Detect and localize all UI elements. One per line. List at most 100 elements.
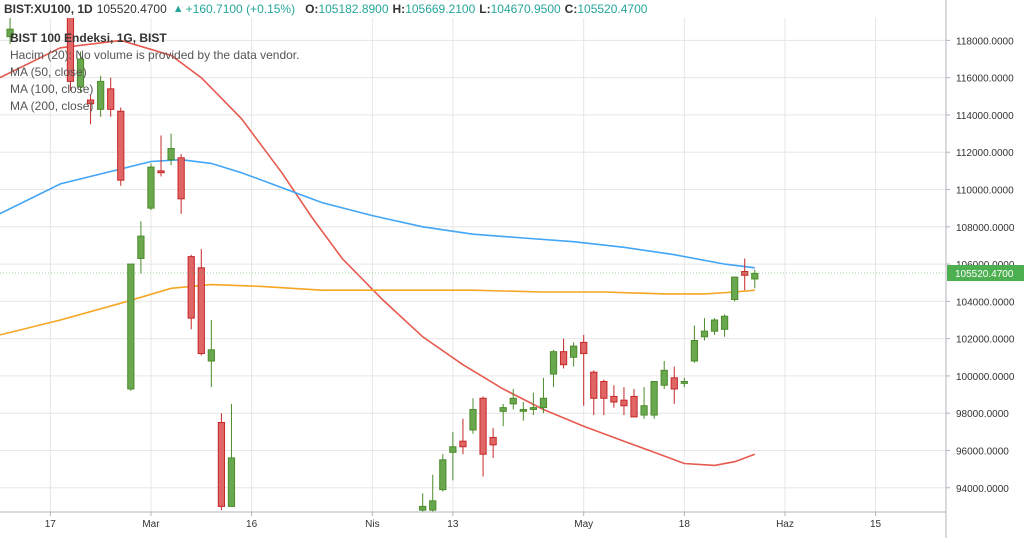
candle-body bbox=[86, 99, 95, 105]
y-tick-label: 110000.0000 bbox=[956, 186, 1014, 197]
candle-body bbox=[97, 80, 105, 110]
candle-body bbox=[539, 397, 548, 409]
candle-body bbox=[429, 500, 437, 511]
candle-body bbox=[519, 408, 527, 412]
candle-body bbox=[741, 271, 749, 276]
y-tick-label: 118000.0000 bbox=[956, 36, 1014, 47]
candle-body bbox=[660, 369, 668, 386]
candle-body bbox=[731, 276, 739, 300]
x-tick-label: 18 bbox=[679, 519, 691, 530]
symbol-header: BIST:XU100, 1D 105520.4700 ▲ +160.7100 (… bbox=[4, 1, 647, 17]
ma-series-line-2 bbox=[0, 158, 755, 269]
candle-body bbox=[6, 28, 14, 38]
symbol-title: BIST:XU100, 1D bbox=[4, 2, 93, 16]
candle-body bbox=[187, 256, 195, 319]
candle-body bbox=[620, 399, 628, 407]
candle-body bbox=[117, 110, 125, 181]
legend-ma200[interactable]: MA (200, close) bbox=[10, 99, 94, 113]
close-value: 105520.4700 bbox=[577, 2, 648, 16]
price-change: +160.7100 (+0.15%) bbox=[185, 2, 296, 16]
candle-body bbox=[107, 88, 115, 110]
candle-body bbox=[680, 381, 688, 384]
candle-body bbox=[549, 351, 558, 375]
y-tick-label: 100000.0000 bbox=[956, 372, 1015, 383]
candle-body bbox=[529, 407, 538, 410]
candle-body bbox=[439, 459, 447, 491]
candle-body bbox=[751, 272, 759, 280]
ma-series-line-1 bbox=[0, 39, 756, 467]
candles bbox=[6, 18, 759, 512]
candle-body bbox=[127, 263, 135, 390]
x-tick-label: May bbox=[574, 519, 593, 530]
candle-body bbox=[137, 235, 145, 259]
y-tick-label: 104000.0000 bbox=[956, 297, 1015, 308]
y-tick-label: 112000.0000 bbox=[956, 148, 1014, 159]
candle-body bbox=[690, 339, 699, 362]
x-tick-label: 13 bbox=[447, 519, 459, 530]
x-tick-label: 16 bbox=[246, 519, 258, 530]
x-tick-label: 17 bbox=[45, 519, 57, 530]
legend-series-title[interactable]: BIST 100 Endeksi, 1G, BIST bbox=[10, 31, 167, 45]
up-arrow-icon: ▲ bbox=[172, 3, 184, 15]
candle-body bbox=[227, 457, 236, 507]
candle-body bbox=[489, 436, 497, 446]
last-price-tag-label: 105520.4700 bbox=[955, 269, 1014, 280]
indicator-legend: BIST 100 Endeksi, 1G, BIST Hacim (20): N… bbox=[10, 30, 299, 115]
candle-body bbox=[580, 341, 588, 355]
candle-body bbox=[459, 440, 467, 448]
high-label: H: bbox=[392, 2, 406, 16]
y-tick-label: 114000.0000 bbox=[956, 111, 1014, 122]
ma-series-line-3 bbox=[0, 283, 755, 336]
x-tick-label: 15 bbox=[870, 519, 882, 530]
last-price: 105520.4700 bbox=[96, 2, 167, 16]
y-tick-label: 116000.0000 bbox=[956, 74, 1014, 85]
low-value: 104670.9500 bbox=[490, 2, 561, 16]
y-tick-label: 108000.0000 bbox=[956, 223, 1015, 234]
grid bbox=[0, 18, 946, 512]
y-tick-label: 96000.0000 bbox=[956, 446, 1009, 457]
candle-body bbox=[197, 267, 205, 355]
x-tick-label: Haz bbox=[776, 519, 794, 530]
candle-body bbox=[559, 351, 568, 366]
candle-body bbox=[590, 371, 598, 399]
moving-averages bbox=[0, 39, 756, 467]
candle-body bbox=[449, 446, 457, 453]
candle-body bbox=[157, 170, 165, 174]
candle-body bbox=[76, 58, 85, 88]
candle-body bbox=[710, 319, 719, 332]
candle-body bbox=[650, 381, 658, 416]
last-price-tag bbox=[947, 265, 1024, 282]
candle-body bbox=[499, 407, 507, 412]
candle-body bbox=[600, 381, 608, 399]
candle-body bbox=[630, 395, 638, 418]
x-tick-label: Mar bbox=[142, 519, 160, 530]
candle-body bbox=[207, 349, 215, 362]
legend-ma100[interactable]: MA (100, close) bbox=[10, 82, 94, 96]
close-label: C: bbox=[564, 2, 578, 16]
candle-body bbox=[177, 157, 185, 200]
candle-body bbox=[479, 397, 487, 455]
y-tick-label: 94000.0000 bbox=[956, 484, 1009, 495]
y-tick-label: 98000.0000 bbox=[956, 409, 1009, 420]
candle-body bbox=[670, 377, 678, 390]
candle-body bbox=[509, 397, 517, 405]
legend-ma50[interactable]: MA (50, close) bbox=[10, 65, 87, 79]
candle-body bbox=[700, 330, 709, 338]
candle-body bbox=[640, 405, 648, 416]
candle-body bbox=[147, 166, 155, 209]
x-tick-label: Nis bbox=[365, 519, 379, 530]
y-tick-label: 102000.0000 bbox=[956, 335, 1015, 346]
open-label: O: bbox=[305, 2, 319, 16]
legend-volume[interactable]: Hacim (20): No volume is provided by the… bbox=[10, 48, 300, 62]
candle-body bbox=[720, 315, 729, 330]
candle-body bbox=[419, 505, 427, 511]
low-label: L: bbox=[479, 2, 491, 16]
candle-body bbox=[66, 18, 75, 82]
candle-body bbox=[469, 408, 477, 431]
candle-body bbox=[610, 395, 618, 403]
candle-body bbox=[217, 422, 226, 507]
open-value: 105182.8900 bbox=[318, 2, 389, 16]
